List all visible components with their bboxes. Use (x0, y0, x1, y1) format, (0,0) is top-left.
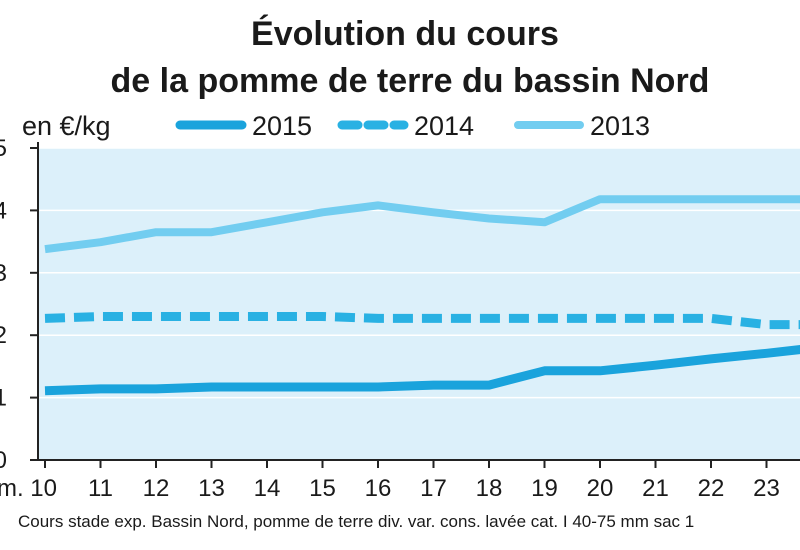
y-axis-unit-label: en €/kg (22, 111, 111, 141)
x-tick-label-12: 22 (698, 475, 725, 502)
y-tick-labels: 0 1 2 3 4 5 (0, 135, 7, 474)
x-tick-label-6: 16 (365, 475, 392, 502)
x-tick-label-2: 12 (143, 475, 170, 502)
y-tick-label-2: 2 (0, 322, 7, 349)
chart-title-line-1: Évolution du cours (251, 15, 559, 53)
x-tick-labels: m. 10111213141516171819202122232 (0, 475, 780, 502)
axes (30, 142, 800, 468)
plot-area (38, 148, 800, 460)
series-line-2014 (44, 312, 800, 330)
y-tick-label-5: 5 (0, 135, 7, 162)
x-tick-label-10: 20 (587, 475, 614, 502)
y-tick-label-3: 3 (0, 260, 7, 287)
x-tick-label-1: 11 (88, 475, 113, 502)
x-tick-label-3: 13 (198, 475, 225, 502)
chart-title-line-2: de la pomme de terre du bassin Nord (111, 62, 710, 100)
y-tick-label-4: 4 (0, 197, 7, 224)
y-tick-label-0: 0 (0, 447, 7, 474)
legend-label-2015: 2015 (252, 111, 312, 141)
x-tick-label-9: 19 (531, 475, 558, 502)
x-tick-label-7: 17 (420, 475, 447, 502)
x-tick-label-11: 21 (642, 475, 669, 502)
series-layer (44, 195, 800, 396)
chart-footnote: Cours stade exp. Bassin Nord, pomme de t… (18, 512, 694, 531)
x-tick-label-4: 14 (254, 475, 281, 502)
legend-label-2013: 2013 (590, 111, 650, 141)
series-line-2013 (44, 195, 800, 254)
x-tick-label-8: 18 (476, 475, 503, 502)
x-tick-label-0: m. 10 (0, 475, 57, 502)
chart-legend: 2015 2014 2013 (175, 111, 650, 141)
x-tick-label-5: 15 (309, 475, 336, 502)
y-tick-label-1: 1 (0, 385, 7, 412)
x-tick-label-13: 23 (753, 475, 780, 502)
series-line-2015 (44, 345, 800, 396)
legend-label-2014: 2014 (414, 111, 474, 141)
